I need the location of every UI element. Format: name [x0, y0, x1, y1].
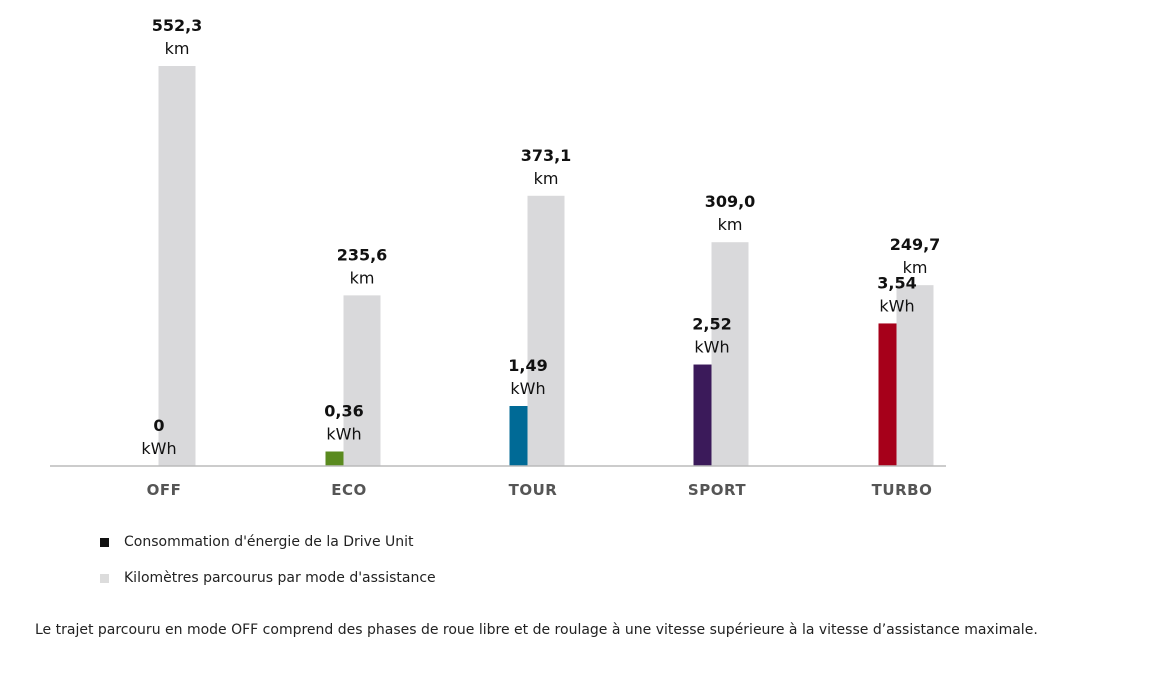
label-distance-unit-turbo: km: [903, 258, 928, 277]
label-energy-value-sport: 2,52: [692, 315, 731, 334]
bars-group: [158, 66, 934, 466]
label-energy-value-turbo: 3,54: [877, 273, 916, 292]
label-distance-unit-sport: km: [718, 215, 743, 234]
labels-group: 0 kWh 552,3 km OFF 0,36 kWh 235,6 km ECO 1,49 kWh 37…: [141, 16, 940, 499]
label-distance-unit-eco: km: [350, 268, 375, 287]
label-distance-value-sport: 309,0: [705, 192, 756, 211]
label-energy-value-eco: 0,36: [324, 402, 363, 421]
category-label-eco: ECO: [331, 481, 367, 499]
legend-item-energy: Consommation d'énergie de la Drive Unit: [100, 524, 436, 560]
bar-distance-eco: [343, 295, 381, 466]
label-energy-value-tour: 1,49: [508, 356, 547, 375]
label-distance-value-off: 552,3: [152, 16, 203, 35]
category-label-tour: TOUR: [509, 481, 558, 499]
label-distance-unit-off: km: [165, 39, 190, 58]
label-energy-unit-off: kWh: [141, 439, 176, 458]
footnote: Le trajet parcouru en mode OFF comprend …: [35, 622, 1038, 638]
label-energy-unit-sport: kWh: [694, 338, 729, 357]
category-label-sport: SPORT: [688, 481, 746, 499]
legend-label-energy: Consommation d'énergie de la Drive Unit: [124, 534, 414, 550]
label-distance-value-turbo: 249,7: [890, 235, 941, 254]
label-distance-value-tour: 373,1: [521, 146, 572, 165]
label-energy-unit-tour: kWh: [510, 379, 545, 398]
legend-swatch-distance: [100, 573, 109, 583]
bar-distance-turbo: [896, 285, 934, 466]
label-energy-unit-turbo: kWh: [879, 296, 914, 315]
bar-distance-tour: [527, 195, 565, 466]
category-label-off: OFF: [147, 481, 182, 499]
legend-item-distance: Kilomètres parcourus par mode d'assistan…: [100, 560, 436, 596]
label-distance-value-eco: 235,6: [337, 245, 388, 264]
label-distance-unit-tour: km: [534, 169, 559, 188]
label-energy-value-off: 0: [153, 416, 164, 435]
category-label-turbo: TURBO: [872, 481, 933, 499]
label-energy-unit-eco: kWh: [326, 425, 361, 444]
legend-swatch-energy: [100, 537, 109, 547]
legend-label-distance: Kilomètres parcourus par mode d'assistan…: [124, 570, 436, 586]
bar-distance-off: [158, 66, 196, 466]
legend: Consommation d'énergie de la Drive Unit …: [100, 524, 436, 596]
bar-distance-sport: [711, 242, 749, 466]
